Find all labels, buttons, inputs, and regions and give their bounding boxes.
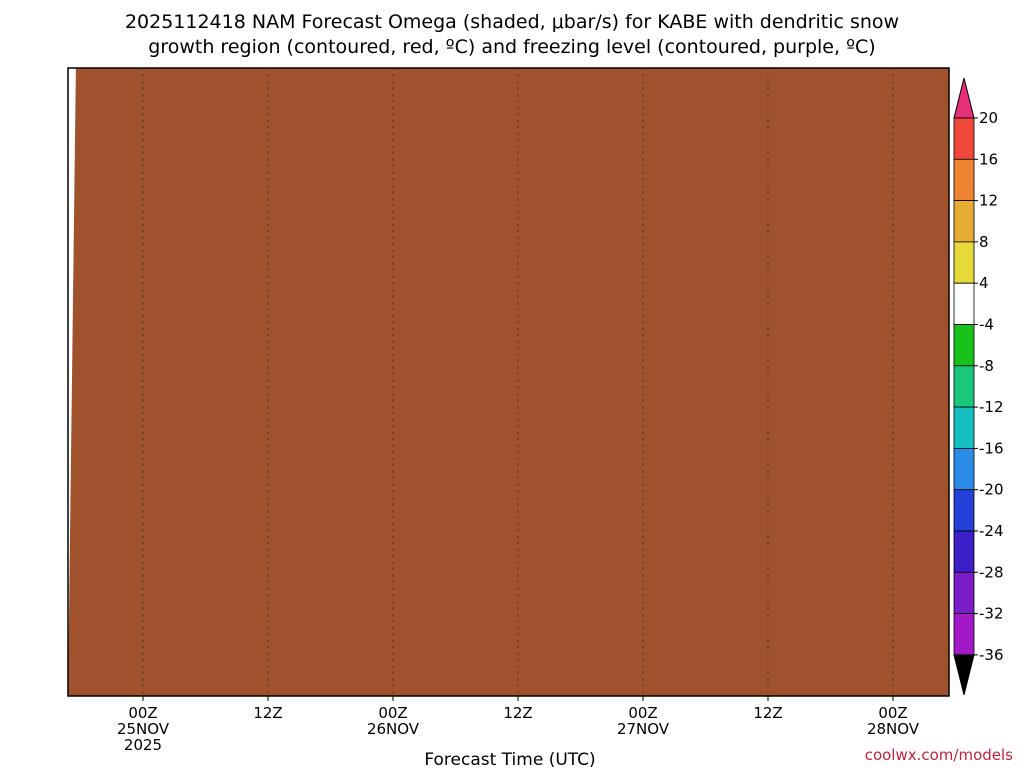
colorbar-swatch [953,406,975,449]
x-tick-label: 00Z [628,704,657,722]
terrain-surface [68,68,949,696]
x-tick-label: 12Z [753,704,782,722]
colorbar-label: -20 [979,481,1004,499]
colorbar-swatch [953,447,975,491]
colorbar-label: 4 [979,274,989,292]
colorbar-label: 12 [979,192,998,210]
colorbar-label: 20 [979,109,998,127]
x-tick-label: 2025 [124,736,162,754]
x-tick-label: 25NOV [117,720,170,738]
colorbar-swatch [953,489,975,532]
colorbar-swatch [953,571,975,614]
colorbar-label: -24 [979,522,1004,540]
colorbar-swatch [953,241,975,284]
colorbar-bottom-triangle [953,654,975,696]
plot-frame [67,67,950,697]
colorbar-top-triangle [953,77,975,119]
x-tick-label: 28NOV [867,720,920,738]
x-tick-label: 12Z [503,704,532,722]
colorbar-label: -36 [979,646,1004,664]
colorbar-swatch [953,324,975,367]
colorbar-label: 8 [979,233,989,251]
colorbar-label: -16 [979,439,1004,457]
colorbar-swatch [953,365,975,408]
colorbar-swatch [953,613,975,656]
colorbar-swatch [953,117,975,160]
chart-title-line1: 2025112418 NAM Forecast Omega (shaded, μ… [125,11,899,33]
colorbar-swatch [953,158,975,202]
x-tick-label: 00Z [378,704,407,722]
colorbar-label: -4 [979,316,994,334]
colorbar-label: -12 [979,398,1004,416]
terrain [68,68,949,696]
colorbar: 20 16 12 8 4 -4 -8 -12 -16 -20 -24 -28 -32 -36 [953,77,1004,696]
colorbar-label: -8 [979,357,994,375]
x-tick-label: 12Z [253,704,282,722]
colorbar-label: -32 [979,605,1004,623]
x-tick-label: 00Z [878,704,907,722]
x-axis-label: Forecast Time (UTC) [424,750,595,768]
credit-text: coolwx.com/models [865,746,1013,764]
x-tick-label: 00Z [128,704,157,722]
x-tick-label: 26NOV [367,720,420,738]
colorbar-label: -28 [979,563,1004,581]
colorbar-swatch [953,530,975,573]
colorbar-swatch [953,282,975,325]
colorbar-label: 16 [979,150,998,168]
x-tick-label: 27NOV [617,720,670,738]
grid [142,68,894,696]
colorbar-swatch [953,200,975,243]
plot-area: -18-18-18-12-12-12000 [67,67,950,697]
chart-title-line2: growth region (contoured, red, ºC) and f… [148,36,875,58]
